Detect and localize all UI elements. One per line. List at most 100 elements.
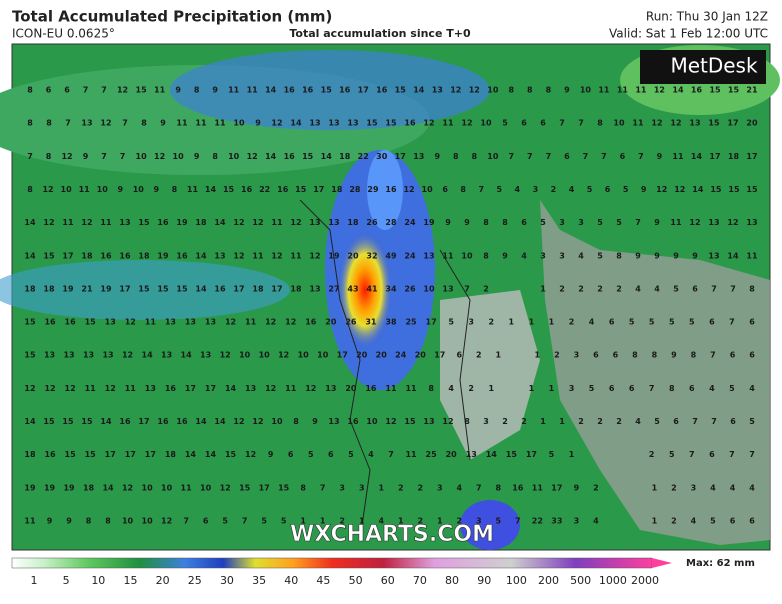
grid-value: 27 bbox=[328, 284, 339, 293]
grid-value: 1 bbox=[437, 517, 443, 526]
grid-value: 21 bbox=[81, 284, 93, 293]
grid-value: 7 bbox=[583, 152, 589, 161]
grid-value: 12 bbox=[385, 417, 396, 426]
grid-value: 6 bbox=[457, 351, 463, 360]
grid-value: 15 bbox=[85, 450, 97, 459]
grid-value: 9 bbox=[268, 450, 274, 459]
grid-value: 9 bbox=[673, 251, 679, 260]
grid-value: 13 bbox=[708, 251, 719, 260]
grid-value: 12 bbox=[81, 218, 92, 227]
grid-value: 7 bbox=[635, 218, 641, 227]
grid-value: 11 bbox=[617, 86, 629, 95]
grid-value: 12 bbox=[442, 417, 453, 426]
grid-value: 6 bbox=[730, 351, 736, 360]
grid-value: 6 bbox=[749, 318, 755, 327]
grid-value: 1 bbox=[529, 318, 535, 327]
grid-value: 12 bbox=[233, 218, 244, 227]
grid-value: 7 bbox=[710, 351, 716, 360]
grid-value: 3 bbox=[533, 185, 539, 194]
grid-value: 14 bbox=[24, 251, 36, 260]
grid-value: 9 bbox=[464, 218, 470, 227]
colorbar-label: 100 bbox=[506, 574, 527, 587]
grid-value: 17 bbox=[233, 284, 244, 293]
grid-value: 20 bbox=[345, 384, 357, 393]
grid-value: 12 bbox=[689, 218, 700, 227]
grid-value: 14 bbox=[290, 119, 302, 128]
grid-value: 15 bbox=[321, 86, 333, 95]
grid-value: 11 bbox=[385, 384, 397, 393]
grid-value: 12 bbox=[117, 86, 128, 95]
grid-value: 4 bbox=[691, 517, 697, 526]
grid-value: 38 bbox=[385, 318, 397, 327]
grid-value: 8 bbox=[86, 517, 92, 526]
grid-value: 14 bbox=[225, 384, 237, 393]
grid-value: 4 bbox=[749, 384, 755, 393]
grid-value: 3 bbox=[574, 351, 580, 360]
grid-value: 18 bbox=[331, 185, 343, 194]
grid-value: 16 bbox=[100, 251, 112, 260]
grid-value: 24 bbox=[404, 218, 416, 227]
grid-value: 2 bbox=[476, 351, 482, 360]
grid-value: 6 bbox=[609, 318, 615, 327]
grid-value: 12 bbox=[122, 351, 133, 360]
grid-value: 7 bbox=[478, 185, 484, 194]
grid-value: 1 bbox=[496, 351, 502, 360]
grid-value: 5 bbox=[710, 517, 716, 526]
grid-value: 17 bbox=[105, 450, 116, 459]
grid-value: 28 bbox=[385, 218, 397, 227]
grid-value: 1 bbox=[540, 417, 546, 426]
logo: MetDesk bbox=[670, 54, 758, 78]
grid-value: 8 bbox=[502, 218, 508, 227]
grid-value: 7 bbox=[242, 517, 248, 526]
grid-value: 17 bbox=[727, 119, 738, 128]
grid-value: 9 bbox=[502, 251, 508, 260]
grid-value: 8 bbox=[597, 119, 603, 128]
grid-value: 10 bbox=[259, 351, 271, 360]
grid-value: 14 bbox=[214, 218, 226, 227]
grid-value: 15 bbox=[176, 284, 188, 293]
grid-value: 19 bbox=[62, 284, 74, 293]
grid-value: 12 bbox=[154, 152, 165, 161]
grid-value: 14 bbox=[195, 251, 207, 260]
grid-value: 16 bbox=[176, 251, 188, 260]
grid-value: 1 bbox=[652, 517, 658, 526]
grid-value: 12 bbox=[654, 86, 665, 95]
grid-value: 19 bbox=[44, 483, 56, 492]
grid-value: 11 bbox=[290, 251, 302, 260]
grid-value: 5 bbox=[308, 450, 314, 459]
grid-value: 4 bbox=[578, 251, 584, 260]
grid-value: 13 bbox=[309, 119, 320, 128]
grid-value: 17 bbox=[125, 450, 136, 459]
grid-value: 15 bbox=[62, 417, 74, 426]
grid-value: 10 bbox=[298, 351, 310, 360]
grid-value: 9 bbox=[635, 251, 641, 260]
grid-value: 9 bbox=[160, 119, 166, 128]
grid-value: 32 bbox=[366, 251, 377, 260]
grid-value: 2 bbox=[551, 185, 557, 194]
grid-value: 17 bbox=[551, 483, 562, 492]
grid-value: 18 bbox=[165, 450, 177, 459]
grid-value: 18 bbox=[290, 284, 302, 293]
colorbar-label: 1000 bbox=[599, 574, 627, 587]
grid-value: 6 bbox=[749, 517, 755, 526]
grid-value: 5 bbox=[496, 517, 502, 526]
grid-value: 10 bbox=[422, 185, 434, 194]
grid-value: 2 bbox=[578, 417, 584, 426]
grid-value: 13 bbox=[328, 119, 339, 128]
grid-value: 3 bbox=[437, 483, 443, 492]
grid-value: 10 bbox=[487, 152, 499, 161]
grid-value: 15 bbox=[302, 152, 314, 161]
grid-value: 13 bbox=[423, 251, 434, 260]
grid-value: 11 bbox=[252, 251, 264, 260]
grid-value: 12 bbox=[233, 251, 244, 260]
grid-value: 6 bbox=[521, 119, 527, 128]
grid-value: 4 bbox=[635, 417, 641, 426]
grid-value: 18 bbox=[43, 284, 55, 293]
grid-value: 7 bbox=[559, 119, 565, 128]
grid-value: 13 bbox=[205, 318, 216, 327]
grid-value: 12 bbox=[403, 185, 414, 194]
grid-value: 17 bbox=[526, 450, 537, 459]
grid-value: 15 bbox=[708, 119, 720, 128]
grid-value: 14 bbox=[413, 86, 425, 95]
grid-value: 6 bbox=[521, 218, 527, 227]
